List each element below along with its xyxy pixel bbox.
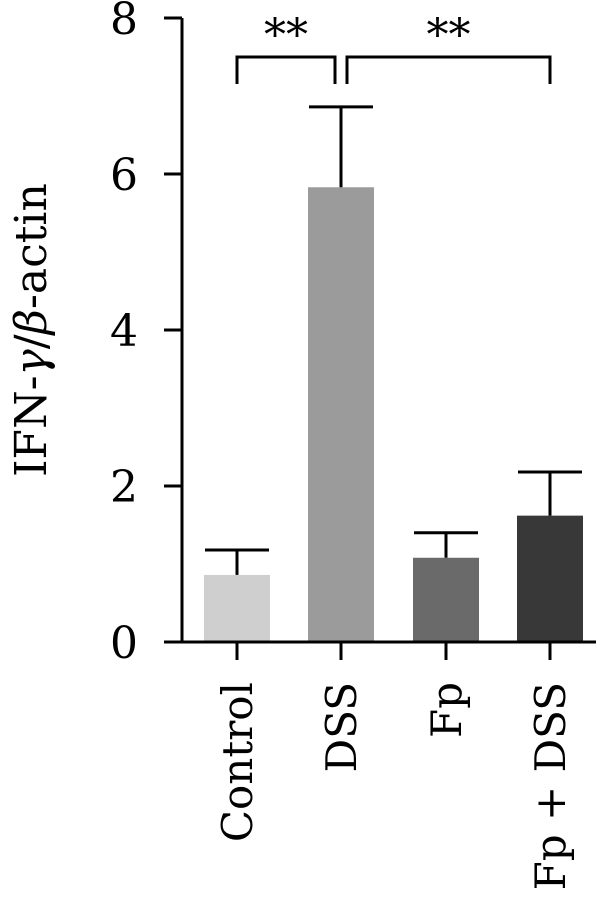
x-tick-label: Fp [422,682,471,738]
bar-fp [413,557,479,642]
error-bar [414,531,478,558]
y-tick-label: 4 [110,306,138,357]
bars [204,187,583,642]
bar-control [204,574,270,642]
bar-dss [308,187,374,642]
bar-fp-dss [517,515,583,642]
y-tick-label: 2 [110,462,138,513]
y-tick-label: 0 [110,618,138,669]
y-tick-label: 8 [110,0,138,45]
y-axis-label: IFN-γ/β-actin [6,183,57,477]
y-tick-label: 6 [110,150,138,201]
error-bar [205,548,269,575]
significance-bracket [235,55,337,84]
x-tick-label: Control [213,682,262,842]
significance-label: ** [264,10,308,61]
x-tick-label: Fp + DSS [526,682,575,890]
significance-brackets: ** ** [235,10,552,84]
significance-label: ** [427,10,471,61]
x-ticks: Control DSS Fp Fp + DSS [213,642,575,890]
error-bars [205,105,582,575]
x-tick-label: DSS [317,682,366,772]
y-ticks: 0 2 4 6 8 [110,0,182,669]
error-bar [518,470,582,516]
error-bar [309,105,373,188]
significance-bracket [345,55,552,84]
